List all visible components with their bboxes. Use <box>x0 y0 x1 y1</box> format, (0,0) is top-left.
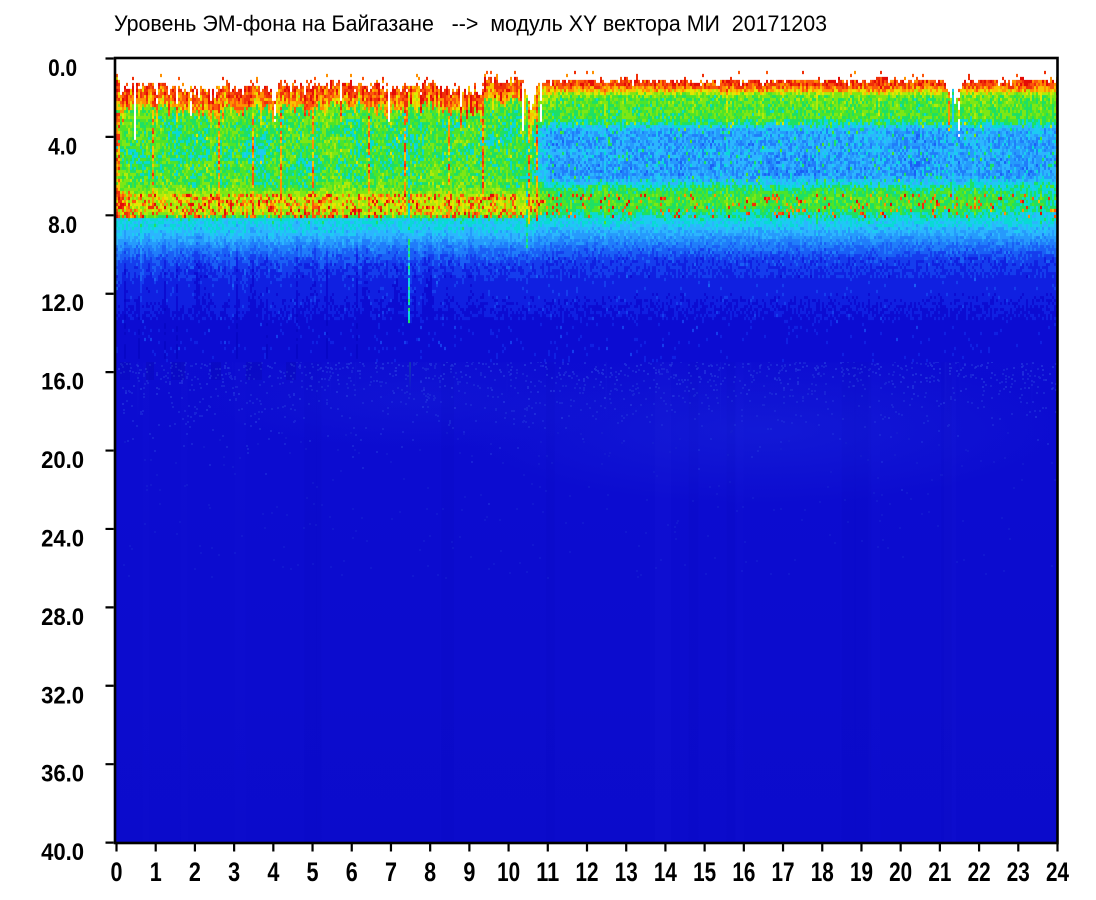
svg-text:36.0: 36.0 <box>41 761 84 788</box>
svg-text:11: 11 <box>536 857 559 887</box>
svg-text:3: 3 <box>228 857 240 887</box>
svg-text:18: 18 <box>811 857 834 887</box>
svg-text:24: 24 <box>1046 857 1069 887</box>
svg-text:12.0: 12.0 <box>41 290 84 317</box>
svg-text:16.0: 16.0 <box>41 369 84 396</box>
svg-text:2: 2 <box>189 857 201 887</box>
svg-text:12: 12 <box>576 857 599 887</box>
svg-text:15: 15 <box>693 857 716 887</box>
svg-text:23: 23 <box>1007 857 1030 887</box>
svg-text:Уровень ЭМ-фона на Байгазане: Уровень ЭМ-фона на Байгазане --> модуль … <box>114 11 827 36</box>
svg-text:16: 16 <box>732 857 755 887</box>
svg-text:20.0: 20.0 <box>41 447 84 474</box>
svg-text:7: 7 <box>385 857 397 887</box>
svg-text:40.0: 40.0 <box>41 839 84 866</box>
svg-text:6: 6 <box>346 857 358 887</box>
svg-text:19: 19 <box>850 857 873 887</box>
svg-text:14: 14 <box>654 857 677 887</box>
svg-text:8.0: 8.0 <box>48 212 77 239</box>
svg-text:4.0: 4.0 <box>48 133 77 160</box>
svg-text:21: 21 <box>928 857 951 887</box>
svg-text:8: 8 <box>424 857 436 887</box>
svg-text:10: 10 <box>497 857 520 887</box>
svg-text:0.0: 0.0 <box>48 55 77 82</box>
svg-text:0: 0 <box>111 857 123 887</box>
svg-text:20: 20 <box>889 857 912 887</box>
svg-text:4: 4 <box>267 857 279 887</box>
svg-text:13: 13 <box>615 857 638 887</box>
svg-text:9: 9 <box>463 857 475 887</box>
svg-text:32.0: 32.0 <box>41 682 84 709</box>
svg-text:24.0: 24.0 <box>41 525 84 552</box>
svg-text:22: 22 <box>968 857 991 887</box>
svg-text:1: 1 <box>150 857 162 887</box>
svg-text:5: 5 <box>307 857 319 887</box>
svg-text:17: 17 <box>772 857 795 887</box>
svg-text:28.0: 28.0 <box>41 604 84 631</box>
